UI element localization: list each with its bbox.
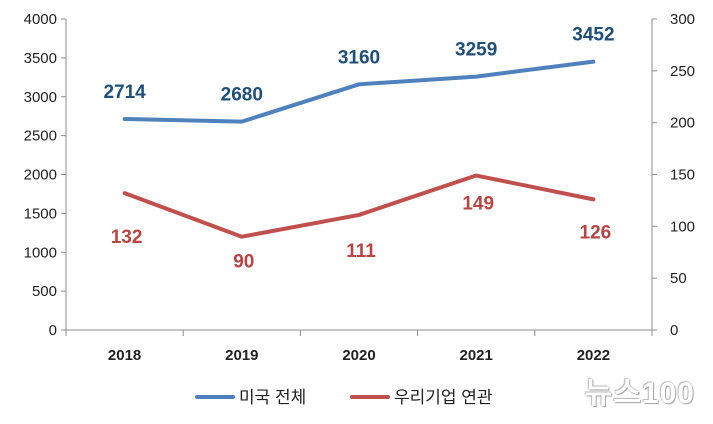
left-tick-label: 4000 — [24, 11, 57, 28]
watermark-logo: 뉴스100 — [584, 377, 695, 410]
right-tick-label: 0 — [670, 322, 678, 339]
right-tick-label: 250 — [670, 63, 695, 80]
right-tick-label: 200 — [670, 115, 695, 132]
left-tick-label: 500 — [32, 283, 57, 300]
left-tick-label: 1000 — [24, 244, 57, 261]
right-tick-label: 100 — [670, 218, 695, 235]
data-label: 126 — [580, 222, 612, 243]
right-tick-label: 50 — [670, 270, 687, 287]
data-label: 3452 — [572, 25, 614, 46]
legend-label-1: 미국 전체 — [239, 388, 306, 407]
series-lines — [122, 59, 596, 239]
left-tick-label: 2000 — [24, 167, 57, 184]
series-line-2 — [122, 173, 596, 239]
data-label: 2714 — [103, 82, 146, 103]
data-label: 149 — [462, 194, 494, 215]
left-tick-label: 0 — [49, 322, 57, 339]
x-tick-label: 2018 — [108, 347, 141, 364]
legend: 미국 전체 우리기업 연관 — [195, 388, 493, 407]
left-tick-label: 2500 — [24, 128, 57, 145]
series-line-1 — [122, 59, 596, 124]
x-tick-label: 2022 — [577, 347, 610, 364]
left-tick-label: 3500 — [24, 50, 57, 67]
left-tick-label: 1500 — [24, 205, 57, 222]
data-labels: 2714 2680 3160 3259 3452 132 90 111 149 126 — [103, 25, 614, 273]
data-label: 132 — [111, 227, 143, 248]
data-label: 111 — [346, 241, 376, 262]
x-tick-label: 2020 — [342, 347, 375, 364]
axes: 0 500 1000 1500 2000 2500 3000 3500 4000 0 50 100 15… — [24, 11, 695, 364]
data-label: 90 — [233, 252, 254, 273]
data-label: 3160 — [338, 47, 380, 68]
right-tick-label: 300 — [670, 11, 695, 28]
legend-label-2: 우리기업 연관 — [394, 388, 493, 407]
x-tick-label: 2019 — [225, 347, 258, 364]
x-tick-label: 2021 — [460, 347, 493, 364]
data-label: 2680 — [221, 85, 263, 106]
left-tick-label: 3000 — [24, 89, 57, 106]
data-label: 3259 — [455, 40, 497, 61]
right-tick-label: 150 — [670, 167, 695, 184]
